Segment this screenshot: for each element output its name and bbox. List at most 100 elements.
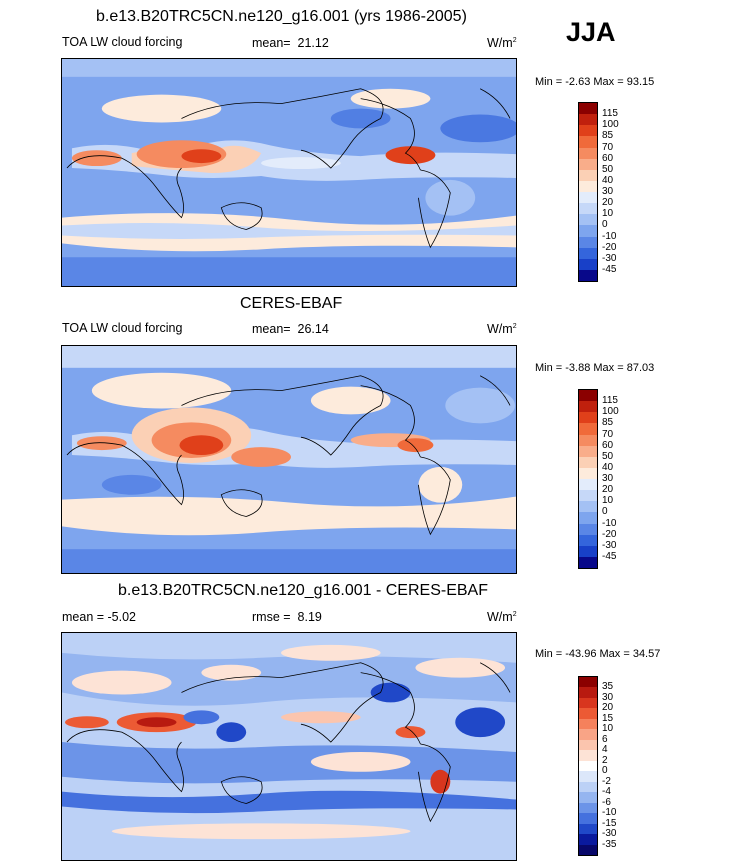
colorbar-tick-label: 50 [602, 163, 614, 175]
colorbar-tick-label: 10 [602, 495, 614, 507]
colorbar-swatch [579, 697, 597, 709]
colorbar-tick-label: 50 [602, 450, 614, 462]
colorbar-tick-label: -4 [602, 786, 611, 798]
colorbar-swatch [579, 203, 597, 215]
colorbar-tick-label: -2 [602, 775, 611, 787]
colorbar-tick-label: 70 [602, 141, 614, 153]
colorbar-tick-label: -30 [602, 539, 617, 551]
colorbar-tick-label: -15 [602, 817, 617, 829]
panel-1-variable-label: TOA LW cloud forcing [62, 35, 183, 49]
panel-3-minmax: Min = -43.96 Max = 34.57 [535, 648, 661, 660]
panel-3-title: b.e13.B20TRC5CN.ne120_g16.001 - CERES-EB… [118, 582, 488, 599]
colorbar-swatch [579, 479, 597, 491]
colorbar-swatch [579, 192, 597, 204]
colorbar-tick-label: -10 [602, 517, 617, 529]
colorbar-tick-label: 60 [602, 152, 614, 164]
colorbar-tick-label: 0 [602, 765, 608, 777]
colorbar-swatch [579, 490, 597, 502]
colorbar-swatch [579, 760, 597, 772]
panel-1-map [61, 58, 517, 287]
panel-1-units: W/m2 [487, 36, 517, 50]
colorbar-tick-label: 2 [602, 754, 608, 766]
colorbar-tick-label: -30 [602, 828, 617, 840]
colorbar-tick-label: 115 [602, 108, 618, 120]
panel-2-variable-label: TOA LW cloud forcing [62, 321, 183, 335]
colorbar-swatch [579, 158, 597, 170]
colorbar-tick-label: 85 [602, 417, 614, 429]
colorbar-swatch [579, 802, 597, 814]
colorbar-swatch [579, 445, 597, 457]
colorbar-swatch [579, 147, 597, 159]
colorbar-swatch [579, 412, 597, 424]
colorbar-tick-label: 30 [602, 691, 614, 703]
colorbar-swatch [579, 456, 597, 468]
colorbar-tick-label: -35 [602, 838, 617, 850]
colorbar-tick-label: 15 [602, 712, 614, 724]
colorbar-swatch [579, 169, 597, 181]
colorbar-swatch [579, 556, 597, 568]
colorbar-swatch [579, 750, 597, 761]
panel-1-minmax: Min = -2.63 Max = 93.15 [535, 76, 655, 88]
panel-3-mean-label: mean = -5.02 [62, 610, 137, 624]
colorbar-tick-label: 30 [602, 473, 614, 484]
colorbar-tick-label: -45 [602, 550, 617, 562]
colorbar-tick-label: 0 [602, 506, 608, 518]
colorbar-swatch [579, 545, 597, 557]
colorbar-swatch [579, 718, 597, 730]
season-label: JJA [566, 17, 616, 47]
panel-2-map [61, 345, 517, 574]
panel-1-title: b.e13.B20TRC5CN.ne120_g16.001 (yrs 1986-… [96, 8, 467, 25]
colorbar-swatch [579, 844, 597, 855]
panel-2-units: W/m2 [487, 322, 517, 336]
colorbar-swatch [579, 792, 597, 803]
colorbar-tick-label: 6 [602, 733, 608, 745]
colorbar-swatch [579, 501, 597, 513]
panel-2-mean-label: mean= 26.14 [252, 322, 329, 336]
colorbar-tick-label: 20 [602, 484, 614, 496]
panel-3-rmse-label: rmse = 8.19 [252, 610, 322, 624]
colorbar-tick-label: 20 [602, 197, 614, 209]
colorbar-swatch [579, 677, 597, 688]
colorbar-swatch [579, 729, 597, 740]
colorbar-swatch [579, 258, 597, 270]
colorbar-tick-label: 115 [602, 395, 618, 407]
colorbar-swatch [579, 813, 597, 824]
colorbar-tick-label: -6 [602, 796, 611, 808]
colorbar-tick-label: -30 [602, 252, 617, 264]
colorbar-tick-label: 100 [602, 119, 619, 131]
colorbar-swatch [579, 687, 597, 698]
colorbar-swatch [579, 136, 597, 148]
colorbar-tick-label: 40 [602, 461, 614, 473]
colorbar-swatch [579, 114, 597, 126]
colorbar-tick-label: 85 [602, 130, 614, 142]
panel-1-mean-label: mean= 21.12 [252, 36, 329, 50]
colorbar-swatch [579, 823, 597, 835]
colorbar-swatch [579, 512, 597, 524]
colorbar-swatch [579, 390, 597, 402]
colorbar-swatch [579, 269, 597, 281]
colorbar-tick-label: 10 [602, 208, 614, 220]
panel-2-title: CERES-EBAF [240, 295, 343, 312]
colorbar-tick-label: 30 [602, 186, 614, 197]
panel-1-colorbar [578, 102, 598, 282]
colorbar-swatch [579, 401, 597, 413]
colorbar-swatch [579, 103, 597, 115]
panel-3-map [61, 632, 517, 861]
colorbar-swatch [579, 534, 597, 546]
colorbar-tick-label: 4 [602, 744, 608, 756]
panel-3-units: W/m2 [487, 610, 517, 624]
colorbar-swatch [579, 523, 597, 535]
colorbar-swatch [579, 236, 597, 248]
colorbar-swatch [579, 771, 597, 782]
colorbar-tick-label: 100 [602, 406, 619, 418]
colorbar-swatch [579, 434, 597, 446]
colorbar-swatch [579, 125, 597, 137]
colorbar-tick-label: 70 [602, 428, 614, 440]
colorbar-tick-label: 10 [602, 723, 614, 735]
colorbar-tick-label: 35 [602, 681, 614, 693]
colorbar-tick-label: -10 [602, 807, 617, 819]
colorbar-swatch [579, 467, 597, 479]
panel-3-colorbar [578, 676, 598, 856]
colorbar-swatch [579, 180, 597, 192]
colorbar-swatch [579, 739, 597, 751]
